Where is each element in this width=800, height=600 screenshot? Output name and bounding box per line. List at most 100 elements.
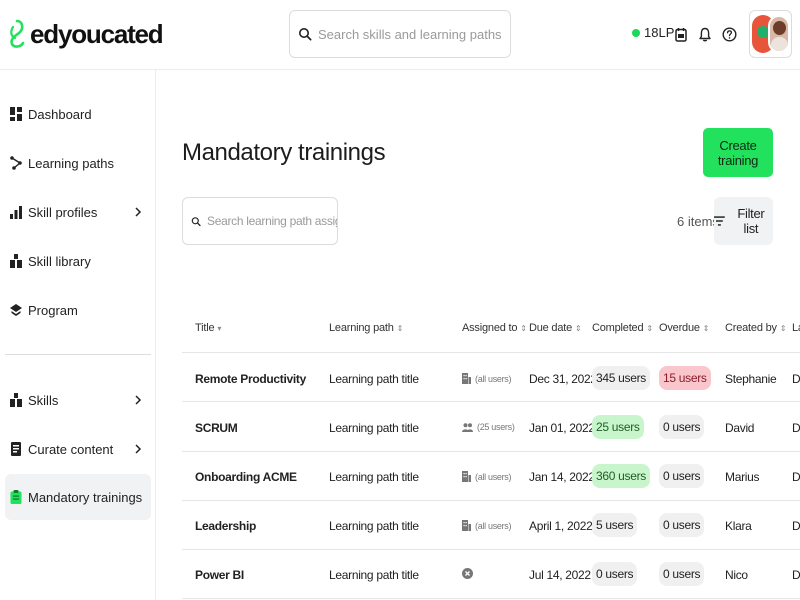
overdue-badge: 15 users	[659, 366, 711, 390]
building-icon	[462, 373, 471, 384]
last-updated-cell: DD	[792, 568, 800, 582]
column-header-created-by[interactable]: Created by ⇕	[725, 322, 787, 334]
sidebar-item-mandatory-trainings[interactable]: Mandatory trainings	[5, 474, 151, 520]
user-avatar	[767, 15, 790, 53]
last-updated-cell: DD	[792, 421, 800, 435]
items-count: 6 items	[677, 214, 719, 229]
sidebar-item-dashboard[interactable]: Dashboard	[5, 91, 151, 137]
last-updated-cell: DD	[792, 470, 800, 484]
help-button[interactable]	[718, 23, 740, 45]
chevron-right-icon	[135, 395, 142, 405]
column-header-title[interactable]: Title ▾	[195, 322, 222, 334]
completed-badge: 5 users	[592, 513, 638, 537]
created-by-cell: Klara	[725, 519, 752, 533]
assigned-to-cell: (all users)	[462, 471, 512, 482]
learning-points-badge[interactable]: 18LP	[632, 25, 674, 40]
table-divider	[182, 451, 800, 452]
due-date-cell: Jul 14, 2022	[529, 568, 591, 582]
status-dot-icon	[632, 28, 640, 37]
learning-path-cell[interactable]: Learning path title	[329, 372, 419, 386]
table-divider	[182, 352, 800, 353]
learning-path-cell[interactable]: Learning path title	[329, 568, 419, 582]
training-title[interactable]: Power BI	[195, 568, 244, 582]
table-divider	[182, 500, 800, 501]
learning-points-value: 18LP	[644, 25, 675, 40]
notifications-button[interactable]	[694, 23, 716, 45]
sidebar-item-label: Skill profiles	[28, 204, 98, 220]
training-title[interactable]: Remote Productivity	[195, 372, 306, 386]
completed-badge: 0 users	[592, 562, 638, 586]
sidebar-item-label: Mandatory trainings	[28, 489, 143, 505]
sort-icon: ⇕	[520, 323, 527, 333]
assignment-search-input[interactable]	[207, 214, 337, 228]
due-date-cell: April 1, 2022	[529, 519, 593, 533]
due-date-cell: Dec 31, 2022	[529, 372, 597, 386]
created-by-cell: Marius	[725, 470, 760, 484]
learning-path-cell[interactable]: Learning path title	[329, 421, 419, 435]
due-date-cell: Jan 01, 2022	[529, 421, 595, 435]
assigned-to-cell: (all users)	[462, 373, 512, 384]
sidebar: Dashboard Learning paths Skill profiles …	[0, 70, 156, 600]
created-by-cell: David	[725, 421, 755, 435]
sidebar-item-label: Skills	[28, 392, 59, 408]
assigned-to-cell	[462, 568, 477, 579]
assignment-search[interactable]	[182, 197, 338, 245]
created-by-cell: Nico	[725, 568, 748, 582]
account-menu-button[interactable]	[749, 10, 792, 58]
sidebar-item-label: Skill library	[28, 253, 91, 269]
sidebar-item-label: Learning paths	[28, 155, 115, 171]
sort-icon: ⇕	[396, 323, 404, 333]
sidebar-item-skills[interactable]: Skills	[5, 377, 151, 423]
learning-path-cell[interactable]: Learning path title	[329, 519, 419, 533]
assigned-to-cell: (all users)	[462, 520, 512, 531]
sort-icon: ⇕	[779, 323, 787, 333]
overdue-badge: 0 users	[659, 415, 705, 439]
bell-icon	[699, 27, 711, 41]
logo-mark-icon	[10, 19, 25, 48]
last-updated-cell: DD	[792, 519, 800, 533]
sidebar-divider	[5, 354, 151, 355]
column-header-overdue[interactable]: Overdue ⇕	[659, 322, 710, 334]
overdue-badge: 0 users	[659, 464, 705, 488]
sidebar-item-skill-profiles[interactable]: Skill profiles	[5, 189, 151, 235]
filter-list-label: Filter list	[737, 206, 765, 236]
table-divider	[182, 598, 800, 599]
global-search[interactable]	[289, 10, 511, 58]
cancel-circle-icon	[462, 568, 473, 579]
overdue-badge: 0 users	[659, 513, 705, 537]
learning-paths-icon	[10, 156, 22, 170]
brand-name: edyoucated	[30, 18, 164, 49]
overdue-badge: 0 users	[659, 562, 705, 586]
create-training-button[interactable]: Create training	[703, 128, 773, 177]
assigned-to-cell: (25 users)	[462, 422, 515, 432]
column-header-assigned-to[interactable]: Assigned to ⇕	[462, 322, 527, 334]
sidebar-item-skill-library[interactable]: Skill library	[5, 238, 151, 284]
training-title[interactable]: Leadership	[195, 519, 257, 533]
search-icon	[191, 216, 201, 226]
brand-logo[interactable]: edyoucated	[8, 16, 164, 52]
column-header-completed[interactable]: Completed ⇕	[592, 322, 653, 334]
building-icon	[462, 520, 471, 531]
calendar-button[interactable]	[670, 23, 692, 45]
chevron-right-icon	[135, 444, 142, 454]
sidebar-item-curate-content[interactable]: Curate content	[5, 426, 151, 472]
global-search-input[interactable]	[318, 26, 508, 42]
completed-badge: 25 users	[592, 415, 644, 439]
filter-list-button[interactable]: Filter list	[714, 197, 773, 245]
completed-badge: 345 users	[592, 366, 650, 390]
training-title[interactable]: SCRUM	[195, 421, 238, 435]
last-updated-cell: DD	[792, 372, 800, 386]
sort-icon: ⇕	[702, 323, 710, 333]
chevron-right-icon	[135, 207, 142, 217]
column-header-last-updated[interactable]: La	[792, 322, 800, 334]
column-header-due-date[interactable]: Due date ⇕	[529, 322, 582, 334]
column-header-learning-path[interactable]: Learning path ⇕	[329, 322, 404, 334]
learning-path-cell[interactable]: Learning path title	[329, 470, 419, 484]
skill-profiles-icon	[10, 205, 22, 219]
sidebar-item-learning-paths[interactable]: Learning paths	[5, 140, 151, 186]
training-title[interactable]: Onboarding ACME	[195, 470, 297, 484]
sidebar-item-program[interactable]: Program	[5, 287, 151, 333]
due-date-cell: Jan 14, 2022	[529, 470, 595, 484]
help-icon	[721, 26, 737, 42]
completed-badge: 360 users	[592, 464, 650, 488]
